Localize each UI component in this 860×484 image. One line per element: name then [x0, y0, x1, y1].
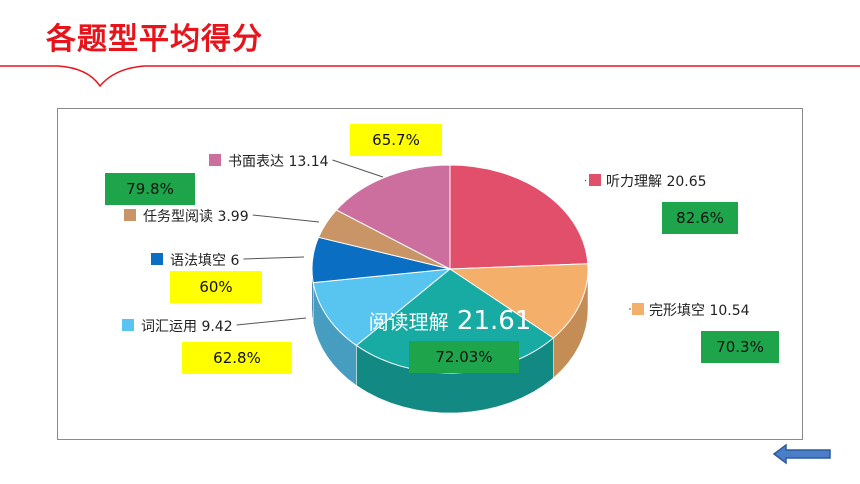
legend-swatch-完形填空 — [632, 303, 644, 315]
legend-label-书面表达: 书面表达 13.14 — [228, 154, 329, 170]
center-label: 阅读理解 21.61 — [369, 306, 532, 336]
leader-line-任务型阅读 — [252, 214, 320, 223]
chart-frame: 阅读理解 21.61 听力理解 20.65 完形填空 10.54 词汇运用 9.42 语… — [57, 108, 803, 440]
leader-line-语法填空 — [243, 256, 305, 260]
legend-label-语法填空: 语法填空 6 — [170, 253, 239, 269]
rate-badge-完形填空: 70.3% — [701, 331, 779, 363]
legend-swatch-书面表达 — [209, 154, 221, 166]
rate-badge-阅读理解: 72.03% — [409, 341, 519, 373]
leader-line-书面表达 — [332, 159, 384, 178]
legend-label-完形填空: 完形填空 10.54 — [649, 303, 750, 319]
rate-badge-词汇运用: 62.8% — [182, 342, 292, 374]
legend-swatch-语法填空 — [151, 253, 163, 265]
header-divider — [0, 65, 860, 88]
legend-swatch-任务型阅读 — [124, 209, 136, 221]
page-title: 各题型平均得分 — [46, 22, 263, 57]
slice-书面表达 — [335, 164, 451, 270]
legend-label-任务型阅读: 任务型阅读 3.99 — [143, 208, 249, 225]
rate-badge-语法填空: 60% — [170, 271, 262, 303]
legend-swatch-听力理解 — [589, 174, 601, 186]
left-arrow-icon[interactable] — [772, 443, 834, 465]
leader-line-听力理解 — [584, 179, 587, 182]
legend-label-词汇运用: 词汇运用 9.42 — [141, 319, 233, 335]
slice-听力理解 — [449, 164, 589, 270]
rate-badge-任务型阅读: 79.8% — [105, 173, 195, 205]
legend-label-听力理解: 听力理解 20.65 — [606, 174, 707, 190]
leader-line-词汇运用 — [236, 317, 307, 326]
slice-完形填空 — [448, 263, 589, 339]
rate-badge-书面表达: 65.7% — [350, 124, 442, 156]
rate-badge-听力理解: 82.6% — [662, 202, 738, 234]
slice-词汇运用 — [312, 268, 452, 347]
legend-swatch-词汇运用 — [122, 319, 134, 331]
